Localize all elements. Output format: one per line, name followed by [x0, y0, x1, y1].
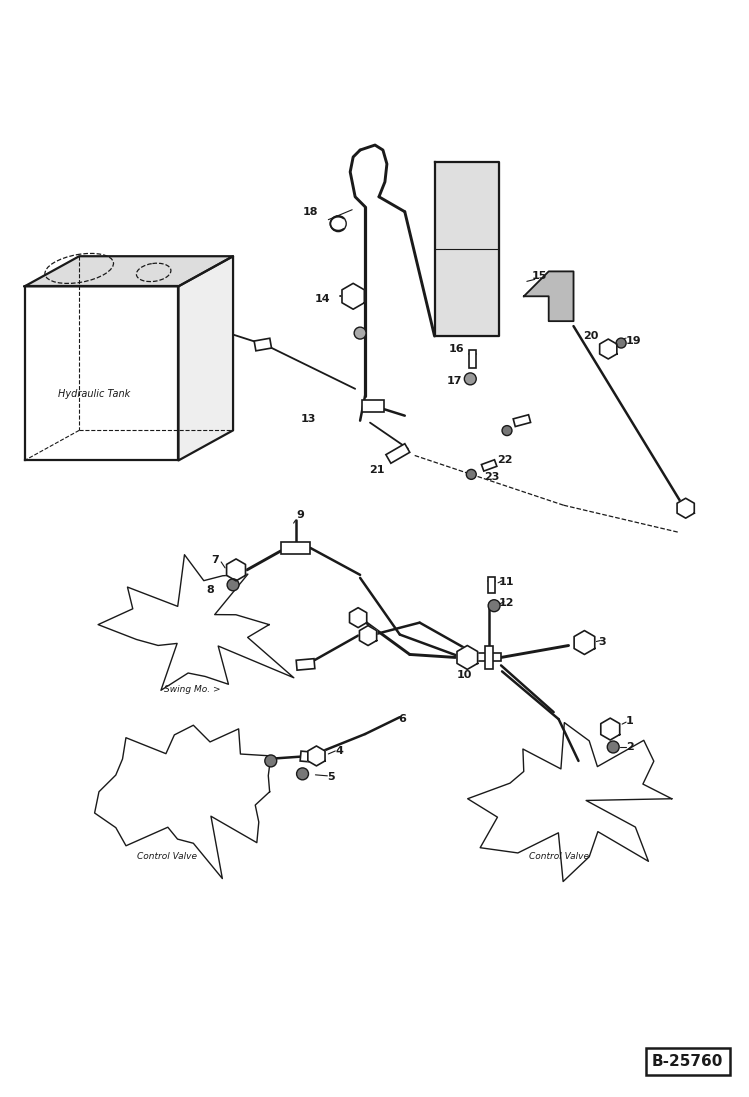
Circle shape: [467, 470, 476, 479]
Circle shape: [464, 373, 476, 385]
Bar: [513, 415, 530, 427]
Circle shape: [354, 327, 366, 339]
Bar: [488, 577, 494, 592]
Bar: [477, 654, 501, 661]
Polygon shape: [350, 608, 367, 627]
Text: 10: 10: [457, 670, 472, 680]
Bar: [362, 399, 384, 411]
Circle shape: [502, 426, 512, 436]
Text: Control Valve: Control Valve: [137, 852, 197, 861]
Bar: [296, 658, 315, 670]
Bar: [281, 542, 311, 554]
Polygon shape: [25, 286, 178, 461]
Polygon shape: [98, 555, 294, 690]
Text: 16: 16: [449, 344, 464, 354]
Polygon shape: [434, 162, 499, 336]
Text: B-25760: B-25760: [652, 1054, 724, 1070]
Text: 20: 20: [583, 331, 598, 341]
Polygon shape: [600, 339, 617, 359]
Text: 12: 12: [499, 598, 515, 608]
Circle shape: [330, 216, 346, 231]
Polygon shape: [94, 725, 271, 879]
Bar: [386, 443, 410, 463]
Text: 7: 7: [211, 555, 219, 565]
Text: Control Valve: Control Valve: [529, 852, 589, 861]
Text: 6: 6: [398, 714, 406, 724]
Text: 2: 2: [626, 742, 634, 751]
Polygon shape: [677, 498, 694, 518]
Text: 17: 17: [447, 376, 462, 386]
Polygon shape: [360, 625, 377, 645]
Text: 14: 14: [315, 294, 330, 304]
Polygon shape: [457, 645, 478, 669]
Polygon shape: [227, 559, 246, 580]
Polygon shape: [574, 631, 595, 655]
Bar: [482, 460, 497, 471]
Text: Hydraulic Tank: Hydraulic Tank: [58, 389, 130, 399]
Polygon shape: [601, 719, 619, 740]
Text: 1: 1: [626, 716, 634, 726]
Polygon shape: [467, 723, 672, 882]
Text: 22: 22: [497, 455, 512, 465]
Bar: [485, 645, 493, 669]
Circle shape: [227, 579, 239, 591]
Text: 18: 18: [303, 206, 318, 217]
Text: 23: 23: [484, 473, 500, 483]
Text: 19: 19: [626, 336, 642, 346]
Bar: [254, 338, 272, 351]
Text: 13: 13: [301, 414, 316, 423]
Text: 3: 3: [598, 636, 606, 646]
Polygon shape: [342, 283, 364, 309]
Text: 8: 8: [207, 585, 214, 595]
Text: 9: 9: [297, 510, 304, 520]
Text: 15: 15: [532, 271, 548, 282]
Bar: [469, 350, 476, 367]
Circle shape: [616, 338, 626, 348]
Circle shape: [297, 768, 309, 780]
Polygon shape: [308, 746, 325, 766]
Text: Swing Mo. >: Swing Mo. >: [163, 685, 220, 693]
Text: 4: 4: [336, 746, 343, 756]
Text: 21: 21: [369, 465, 385, 475]
Circle shape: [265, 755, 276, 767]
Text: 11: 11: [499, 577, 515, 587]
Polygon shape: [178, 257, 233, 461]
Text: 5: 5: [327, 772, 335, 782]
Polygon shape: [524, 271, 574, 321]
Circle shape: [607, 740, 619, 753]
Polygon shape: [25, 257, 233, 286]
Bar: [300, 751, 321, 762]
Circle shape: [488, 600, 500, 612]
